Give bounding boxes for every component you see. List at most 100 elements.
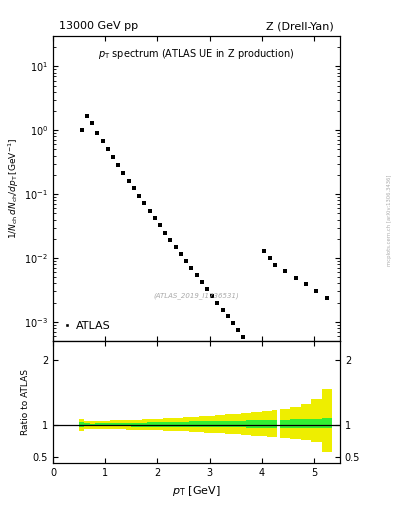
Bar <box>168 422 173 427</box>
Bar <box>230 421 236 428</box>
ATLAS <box>194 272 199 279</box>
ATLAS <box>252 347 256 353</box>
Bar <box>178 422 184 427</box>
Bar <box>301 404 311 440</box>
ATLAS <box>293 275 298 281</box>
ATLAS <box>189 265 194 271</box>
Y-axis label: Ratio to ATLAS: Ratio to ATLAS <box>21 369 30 435</box>
ATLAS <box>210 293 215 299</box>
ATLAS <box>126 178 131 184</box>
ATLAS <box>168 237 173 243</box>
Bar <box>215 415 220 433</box>
Bar <box>116 420 121 429</box>
Bar <box>199 421 204 427</box>
ATLAS <box>105 146 110 153</box>
ATLAS <box>152 215 157 221</box>
Bar <box>246 420 251 428</box>
ATLAS <box>314 288 319 294</box>
Bar <box>267 420 272 428</box>
Bar <box>116 423 121 426</box>
ATLAS <box>325 294 329 301</box>
ATLAS <box>116 162 121 168</box>
Bar <box>168 418 173 431</box>
Bar <box>322 389 332 452</box>
Bar <box>126 423 131 426</box>
Bar <box>267 411 272 437</box>
ATLAS <box>111 155 116 161</box>
ATLAS <box>304 281 309 287</box>
Bar <box>194 421 199 427</box>
Bar <box>262 420 267 428</box>
X-axis label: $p_\mathrm{T}$ [GeV]: $p_\mathrm{T}$ [GeV] <box>172 484 221 498</box>
ATLAS <box>142 200 147 206</box>
Bar <box>95 423 100 426</box>
Bar <box>147 422 152 426</box>
Bar <box>178 418 184 431</box>
Bar <box>105 421 110 429</box>
Bar <box>110 423 116 426</box>
ATLAS <box>132 185 136 191</box>
ATLAS <box>231 320 235 326</box>
Bar <box>184 421 189 427</box>
Bar <box>84 421 90 429</box>
Bar <box>301 419 311 428</box>
Bar <box>272 410 277 437</box>
ATLAS <box>283 268 288 274</box>
ATLAS <box>173 244 178 250</box>
Bar <box>251 420 257 428</box>
Bar <box>173 422 178 427</box>
Y-axis label: $1/N_\mathrm{ch}\,dN_\mathrm{ch}/dp_\mathrm{T}\,[\mathrm{GeV}^{-1}]$: $1/N_\mathrm{ch}\,dN_\mathrm{ch}/dp_\mat… <box>7 138 22 239</box>
Bar <box>105 423 110 426</box>
Bar <box>204 416 209 433</box>
ATLAS <box>147 207 152 214</box>
ATLAS <box>163 229 167 236</box>
ATLAS <box>262 248 267 254</box>
Bar <box>199 416 204 432</box>
ATLAS <box>215 300 220 306</box>
Bar <box>142 422 147 426</box>
Bar <box>90 423 95 426</box>
Line: ATLAS: ATLAS <box>79 114 329 359</box>
Text: $p_\mathrm{T}$ spectrum (ATLAS UE in Z production): $p_\mathrm{T}$ spectrum (ATLAS UE in Z p… <box>98 47 295 60</box>
Bar <box>251 412 257 436</box>
Bar <box>236 421 241 428</box>
ATLAS <box>90 120 95 126</box>
ATLAS <box>199 279 204 285</box>
ATLAS <box>95 130 100 136</box>
Bar <box>246 413 251 435</box>
Bar <box>184 417 189 432</box>
Bar <box>100 421 105 429</box>
Bar <box>272 420 277 428</box>
ATLAS <box>84 113 89 119</box>
Bar <box>194 417 199 432</box>
Bar <box>157 422 163 426</box>
Bar <box>290 419 301 428</box>
Bar <box>257 420 262 428</box>
Bar <box>79 419 84 431</box>
ATLAS <box>137 193 141 199</box>
Bar <box>100 423 105 426</box>
Bar <box>142 419 147 430</box>
Text: mcplots.cern.ch [arXiv:1306.3436]: mcplots.cern.ch [arXiv:1306.3436] <box>387 175 392 266</box>
Bar <box>147 419 152 430</box>
Bar <box>257 412 262 436</box>
Bar <box>173 418 178 431</box>
Bar <box>220 415 225 433</box>
Bar <box>131 420 136 430</box>
Text: Z (Drell-Yan): Z (Drell-Yan) <box>266 22 334 31</box>
Bar <box>280 420 290 428</box>
ATLAS <box>246 340 251 346</box>
Bar <box>215 421 220 428</box>
ATLAS <box>121 170 126 176</box>
Legend: ATLAS: ATLAS <box>59 317 116 336</box>
Bar <box>157 419 163 431</box>
Bar <box>126 420 131 430</box>
ATLAS <box>267 255 272 261</box>
Bar <box>241 413 246 435</box>
Bar <box>152 422 157 426</box>
Text: (ATLAS_2019_I1736531): (ATLAS_2019_I1736531) <box>154 292 239 299</box>
Bar <box>262 411 267 436</box>
Bar <box>90 421 95 429</box>
Bar <box>152 419 157 430</box>
Bar <box>290 407 301 439</box>
